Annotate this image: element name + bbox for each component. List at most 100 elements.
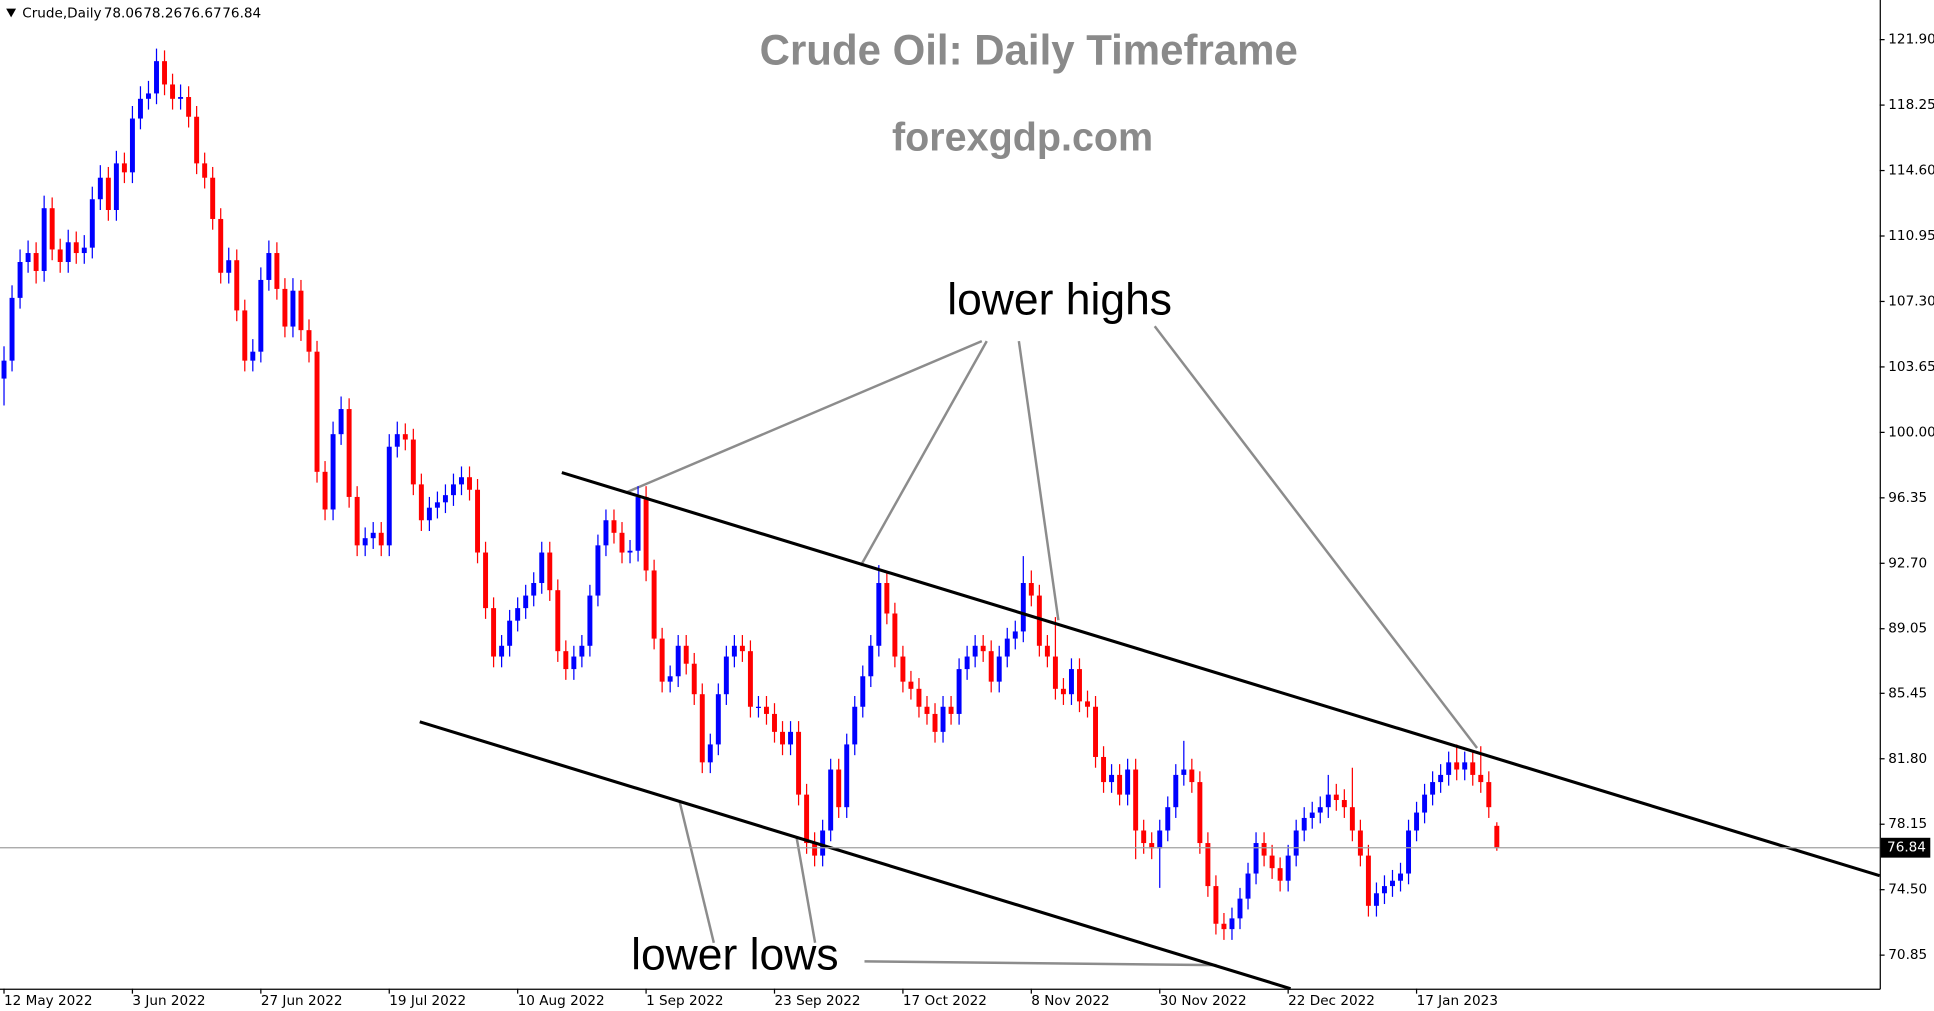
candle-body — [33, 253, 39, 271]
trendline — [419, 720, 1292, 991]
candle-body — [868, 645, 874, 677]
candle-body — [491, 608, 497, 657]
candle-body — [747, 651, 753, 707]
candle-body — [418, 484, 424, 521]
candle-body — [523, 595, 529, 609]
x-tick-label: 17 Oct 2022 — [903, 993, 987, 1009]
x-tick-label: 8 Nov 2022 — [1031, 993, 1109, 1009]
trendline — [561, 471, 1881, 878]
y-tick-label: 103.65 — [1888, 359, 1934, 375]
candle-body — [194, 116, 200, 164]
arrow — [795, 837, 817, 943]
candle-body — [434, 502, 440, 508]
candle-body — [844, 744, 850, 808]
candle-body — [1261, 843, 1267, 856]
candle-body — [499, 645, 505, 657]
y-tick-label: 81.80 — [1888, 751, 1927, 767]
candle-body — [1454, 762, 1460, 770]
candle-body — [218, 218, 224, 273]
header-open: 78.06 — [104, 6, 143, 22]
candle-body — [1293, 830, 1299, 856]
candle-body — [860, 676, 866, 707]
candle-body — [178, 97, 184, 99]
candle-body — [170, 84, 176, 99]
candle-body — [73, 242, 79, 254]
candle-body — [1189, 769, 1195, 783]
candle-body — [764, 706, 769, 714]
candle-body — [129, 118, 135, 173]
candle-body — [772, 713, 777, 732]
candle-body — [603, 520, 609, 546]
x-tick-label: 1 Sep 2022 — [646, 993, 723, 1009]
candle-body — [1494, 825, 1500, 848]
candle-body — [1277, 868, 1283, 881]
candle-body — [723, 656, 729, 695]
x-tick-label: 22 Dec 2022 — [1288, 993, 1375, 1009]
candle-body — [539, 552, 545, 584]
candle-body — [876, 583, 882, 646]
y-tick-label: 92.70 — [1888, 555, 1927, 571]
candle-body — [154, 61, 159, 94]
candle-body — [282, 288, 288, 327]
candle-body — [322, 471, 328, 510]
x-tick-label: 12 May 2022 — [4, 993, 93, 1009]
candle-body — [1165, 807, 1171, 831]
candle-body — [691, 663, 697, 695]
annotation: lower highs — [947, 275, 1172, 324]
y-tick-label: 107.30 — [1888, 293, 1934, 309]
candle-body — [17, 262, 23, 298]
candle-body — [1365, 855, 1371, 906]
candle-body — [659, 638, 665, 682]
candle-body — [274, 253, 280, 289]
candle-body — [635, 496, 641, 551]
candle-body — [266, 253, 272, 280]
candle-body — [49, 208, 55, 250]
candle-body — [1446, 762, 1452, 775]
candle-body — [892, 613, 898, 657]
candle-body — [587, 595, 593, 646]
candle-body — [1398, 873, 1403, 881]
candle-body — [410, 439, 416, 485]
candle-body — [162, 61, 168, 85]
candle-body — [475, 489, 481, 553]
header-high: 78.26 — [143, 6, 182, 22]
candle-body — [924, 706, 930, 714]
candle-body — [81, 247, 87, 254]
candle-body — [1381, 886, 1387, 894]
candle-body — [121, 163, 127, 173]
candle-body — [932, 713, 938, 732]
candle-body — [1044, 645, 1050, 657]
candle-body — [579, 645, 585, 657]
candle-body — [1245, 873, 1251, 899]
candle-body — [780, 731, 785, 745]
candle-body — [820, 830, 826, 856]
candle-body — [707, 744, 713, 763]
candle-body — [956, 669, 962, 714]
y-tick-label: 96.35 — [1888, 490, 1927, 506]
candle-body — [555, 590, 561, 652]
candle-body — [1253, 843, 1259, 874]
candle-body — [788, 731, 794, 745]
candle-body — [595, 545, 601, 596]
header-close: 76.84 — [222, 6, 261, 22]
candle-body — [57, 249, 63, 263]
annotation-arrows — [625, 325, 1479, 967]
candle-body — [1077, 669, 1082, 702]
candle-body — [1205, 843, 1211, 887]
candle-body — [619, 532, 625, 553]
candle-body — [980, 645, 986, 652]
candle-body — [346, 409, 352, 497]
candle-body — [483, 552, 489, 609]
arrow — [678, 799, 716, 944]
candle-body — [459, 477, 464, 485]
candle-body — [1213, 886, 1219, 924]
candle-body — [1052, 656, 1058, 689]
candle-body — [651, 570, 657, 639]
candle-body — [1478, 774, 1484, 783]
candle-body — [402, 434, 408, 440]
candle-body — [988, 651, 994, 682]
candle-body — [1117, 774, 1123, 795]
candle-body — [202, 163, 208, 178]
candle-body — [1414, 812, 1420, 831]
